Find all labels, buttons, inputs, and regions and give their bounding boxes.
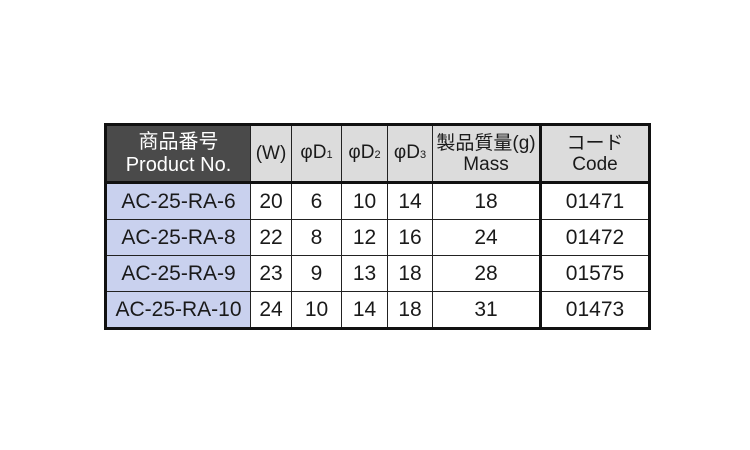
- product-spec-table: 商品番号 Product No. (W) φD1 φD2 φD3 製品質量(g) M…: [104, 123, 651, 330]
- cell-d2: 12: [341, 219, 388, 256]
- header-d3-sub: 3: [419, 148, 427, 161]
- header-d1-label: φD: [300, 141, 327, 163]
- header-d2-sub: 2: [374, 148, 381, 161]
- header-mass: 製品質量(g) Mass: [432, 124, 542, 184]
- table-row: AC-25-RA-8 22 8 12 16 24 01472: [105, 219, 650, 256]
- cell-d3: 16: [387, 219, 433, 256]
- cell-code: 01471: [539, 182, 650, 220]
- header-row: 商品番号 Product No. (W) φD1 φD2 φD3 製品質量(g) M…: [105, 124, 650, 184]
- header-d2-label: φD: [348, 141, 375, 163]
- cell-product: AC-25-RA-6: [105, 182, 251, 220]
- header-code: コード Code: [539, 124, 650, 184]
- cell-code: 01473: [539, 291, 650, 329]
- cell-mass: 24: [432, 219, 542, 256]
- cell-d1: 9: [291, 255, 342, 292]
- header-code-en: Code: [572, 153, 618, 175]
- cell-d2: 14: [341, 291, 388, 329]
- cell-d3: 18: [387, 255, 433, 292]
- header-mass-jp: 製品質量(g): [436, 132, 536, 154]
- cell-d1: 10: [291, 291, 342, 329]
- cell-d3: 14: [387, 182, 433, 220]
- cell-w: 23: [250, 255, 292, 292]
- cell-d1: 8: [291, 219, 342, 256]
- header-d1: φD1: [291, 124, 342, 184]
- cell-code: 01472: [539, 219, 650, 256]
- table-row: AC-25-RA-6 20 6 10 14 18 01471: [105, 182, 650, 220]
- cell-d1: 6: [291, 182, 342, 220]
- cell-code: 01575: [539, 255, 650, 292]
- header-product-no: 商品番号 Product No.: [105, 124, 251, 184]
- header-d2: φD2: [341, 124, 388, 184]
- table-row: AC-25-RA-9 23 9 13 18 28 01575: [105, 255, 650, 292]
- header-d1-sub: 1: [326, 148, 333, 161]
- cell-d2: 13: [341, 255, 388, 292]
- cell-product: AC-25-RA-8: [105, 219, 251, 256]
- cell-d3: 18: [387, 291, 433, 329]
- header-product-en: Product No.: [125, 153, 232, 176]
- header-w: (W): [250, 124, 292, 184]
- cell-d2: 10: [341, 182, 388, 220]
- cell-mass: 31: [432, 291, 542, 329]
- header-mass-en: Mass: [463, 153, 509, 175]
- table-row: AC-25-RA-10 24 10 14 18 31 01473: [105, 291, 650, 329]
- cell-product: AC-25-RA-9: [105, 255, 251, 292]
- header-d3-label: φD: [393, 141, 420, 163]
- header-product-jp: 商品番号: [138, 130, 219, 153]
- header-d3: φD3: [387, 124, 433, 184]
- cell-w: 22: [250, 219, 292, 256]
- cell-mass: 18: [432, 182, 542, 220]
- cell-mass: 28: [432, 255, 542, 292]
- cell-w: 20: [250, 182, 292, 220]
- header-code-jp: コード: [566, 132, 624, 154]
- cell-product: AC-25-RA-10: [105, 291, 251, 329]
- cell-w: 24: [250, 291, 292, 329]
